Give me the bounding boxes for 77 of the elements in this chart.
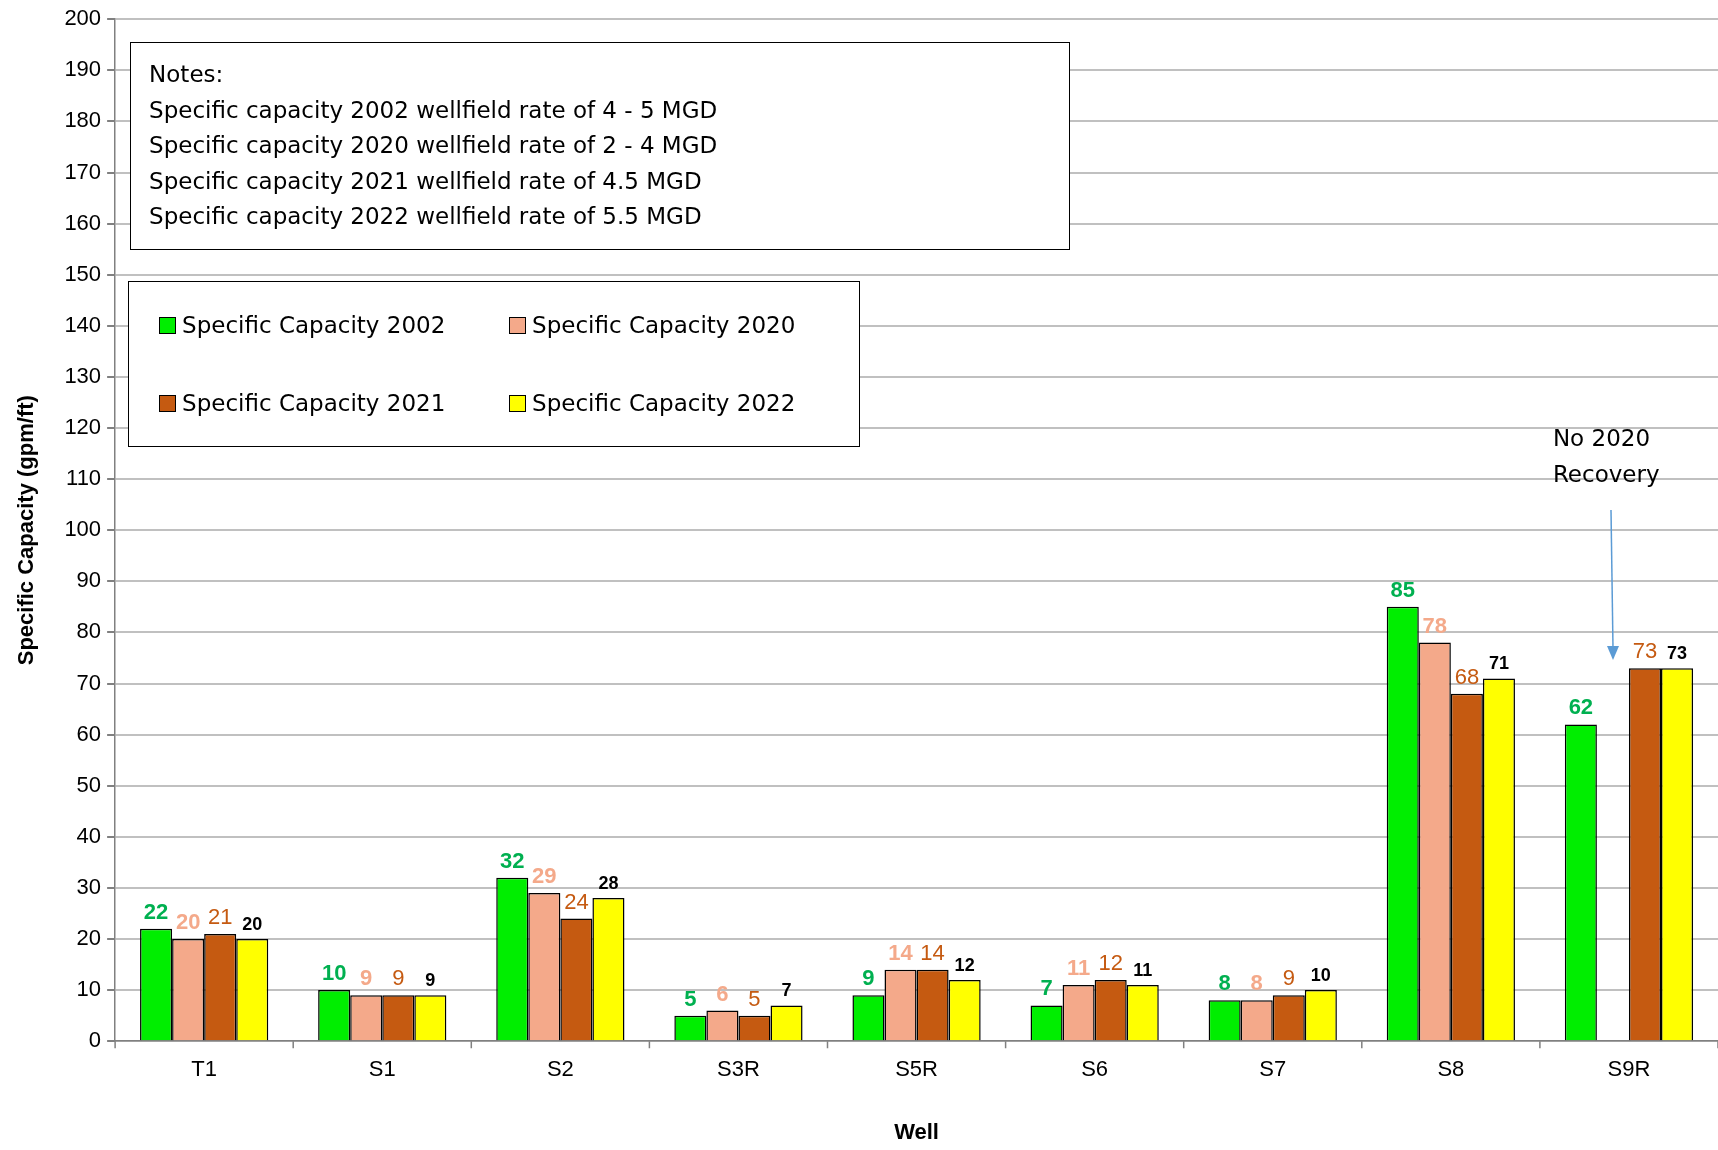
y-tick-label: 160 [64, 209, 102, 235]
y-tick-label: 130 [64, 362, 102, 388]
y-tick-label: 50 [76, 771, 102, 797]
data-label: 9 [1282, 965, 1295, 991]
y-tick-label: 30 [76, 873, 102, 899]
data-label: 11 [1066, 955, 1091, 981]
data-label: 10 [321, 960, 347, 986]
annotation: Specific capacity 2020 wellfield rate of 2 - 4 MGD [149, 131, 719, 161]
y-tick-label: 110 [66, 465, 102, 491]
x-tick-label: S6 [1081, 1056, 1109, 1082]
y-axis-title: Specific Capacity (gpm/ft) [13, 395, 39, 666]
data-label: 21 [207, 903, 233, 929]
data-label: 22 [143, 898, 169, 924]
y-tick-label: 0 [88, 1027, 102, 1053]
data-label: 78 [1422, 612, 1448, 638]
data-label: 12 [1098, 949, 1123, 975]
data-label: 9 [392, 965, 405, 991]
data-label: 85 [1390, 576, 1416, 602]
x-tick-label: S2 [546, 1056, 574, 1082]
data-label: 62 [1568, 694, 1594, 720]
legend-label: Specific Capacity 2020 [532, 312, 796, 339]
data-label: 32 [500, 847, 525, 873]
y-tick-label: 200 [64, 5, 102, 31]
y-tick-label: 90 [76, 567, 102, 593]
data-label: 9 [425, 970, 436, 991]
x-axis-title: Well [894, 1118, 939, 1144]
y-tick-label: 180 [64, 107, 102, 133]
y-tick-label: 70 [76, 669, 102, 695]
data-label: 12 [954, 954, 975, 975]
annotation: Specific capacity 2021 wellfield rate of 4.5 MGD [149, 166, 703, 196]
data-label: 71 [1488, 653, 1509, 674]
data-label: 20 [242, 913, 263, 934]
data-label: 6 [716, 980, 729, 1006]
data-label: 24 [564, 888, 589, 914]
data-label: 8 [1218, 970, 1231, 996]
data-label: 14 [920, 939, 945, 965]
annotation: Specific capacity 2002 wellfield rate of 4 - 5 MGD [149, 95, 719, 125]
data-label: 68 [1454, 663, 1480, 689]
data-label: 14 [888, 939, 914, 965]
data-label: 5 [748, 985, 761, 1011]
data-label: 9 [360, 965, 373, 991]
y-tick-label: 10 [76, 976, 102, 1002]
data-label: 73 [1667, 643, 1688, 664]
x-tick-label: S8 [1437, 1056, 1465, 1082]
y-tick-label: 120 [64, 414, 102, 440]
data-label: 10 [1310, 965, 1331, 986]
y-tick-label: 150 [64, 260, 102, 286]
annotation: Specific capacity 2022 wellfield rate of 5.5 MGD [149, 202, 703, 232]
data-label: 7 [1040, 975, 1053, 1001]
annotation: Notes: [149, 60, 225, 90]
x-tick-label: S5R [895, 1056, 938, 1082]
annotation: No 2020 Recovery [1552, 424, 1661, 490]
y-tick-label: 170 [64, 158, 102, 184]
legend-label: Specific Capacity 2021 [182, 390, 446, 417]
data-label: 20 [175, 909, 201, 935]
data-label: 8 [1250, 970, 1263, 996]
x-tick-label: S1 [368, 1056, 396, 1082]
x-tick-label: S7 [1259, 1056, 1287, 1082]
data-label: 73 [1632, 638, 1658, 664]
legend-label: Specific Capacity 2022 [532, 390, 796, 417]
data-label: 9 [862, 965, 875, 991]
y-tick-label: 60 [76, 720, 102, 746]
x-tick-label: S9R [1607, 1056, 1651, 1082]
data-label: 29 [532, 863, 557, 889]
y-tick-label: 140 [64, 311, 102, 337]
x-tick-label: S3R [717, 1056, 760, 1082]
y-tick-label: 100 [64, 516, 102, 542]
data-label: 28 [598, 873, 619, 894]
legend-label: Specific Capacity 2002 [182, 312, 446, 339]
x-tick-label: T1 [191, 1056, 217, 1082]
y-tick-label: 40 [76, 822, 102, 848]
data-label: 11 [1133, 959, 1153, 980]
data-label: 5 [684, 985, 697, 1011]
data-label: 7 [781, 980, 792, 1001]
y-tick-label: 190 [64, 56, 102, 82]
y-tick-label: 20 [76, 925, 102, 951]
y-tick-label: 80 [76, 618, 102, 644]
